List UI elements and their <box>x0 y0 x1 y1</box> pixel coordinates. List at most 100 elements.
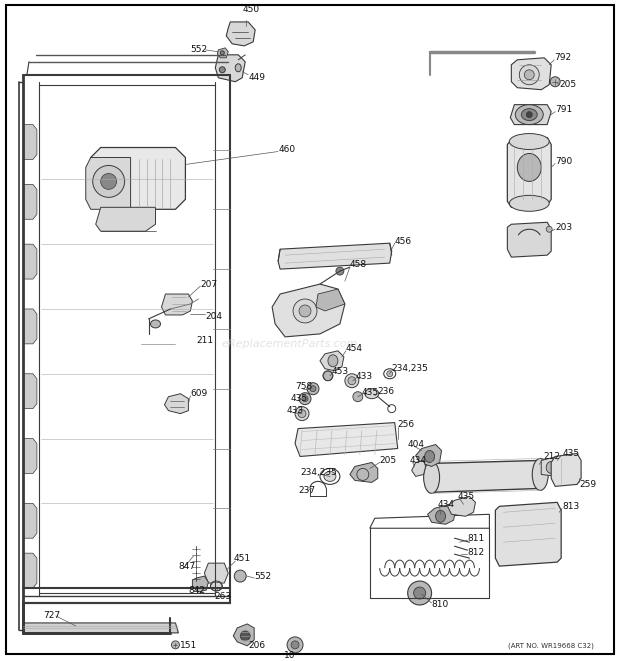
Ellipse shape <box>210 581 223 591</box>
Ellipse shape <box>510 196 549 212</box>
Text: 842: 842 <box>188 586 205 594</box>
Polygon shape <box>161 294 192 315</box>
Ellipse shape <box>299 393 311 405</box>
Text: 758: 758 <box>295 382 312 391</box>
Ellipse shape <box>345 373 359 388</box>
Polygon shape <box>95 208 156 231</box>
Text: 259: 259 <box>579 480 596 489</box>
Ellipse shape <box>387 371 392 377</box>
Ellipse shape <box>353 392 363 402</box>
Text: 791: 791 <box>555 105 572 114</box>
Text: 451: 451 <box>233 554 250 563</box>
Ellipse shape <box>414 587 425 599</box>
Text: 204: 204 <box>205 313 223 321</box>
Text: 435: 435 <box>290 394 307 403</box>
Text: 434: 434 <box>410 456 427 465</box>
Ellipse shape <box>295 407 309 420</box>
Ellipse shape <box>100 173 117 189</box>
Polygon shape <box>512 58 551 90</box>
Text: 460: 460 <box>278 145 295 154</box>
Polygon shape <box>316 289 345 311</box>
Ellipse shape <box>550 77 560 87</box>
Ellipse shape <box>172 641 179 649</box>
Polygon shape <box>24 309 37 344</box>
Text: 810: 810 <box>432 600 449 609</box>
Text: 811: 811 <box>467 533 485 543</box>
Ellipse shape <box>515 104 543 124</box>
Text: 727: 727 <box>43 611 60 621</box>
Polygon shape <box>507 222 551 257</box>
Ellipse shape <box>348 377 356 385</box>
Text: 205: 205 <box>559 80 577 89</box>
Polygon shape <box>320 351 344 371</box>
Polygon shape <box>24 124 37 159</box>
Text: 263: 263 <box>215 592 231 601</box>
Ellipse shape <box>307 383 319 395</box>
Text: 237: 237 <box>298 486 315 495</box>
Ellipse shape <box>520 65 539 85</box>
Ellipse shape <box>234 570 246 582</box>
Ellipse shape <box>219 67 225 73</box>
Ellipse shape <box>436 510 446 522</box>
Text: 435: 435 <box>562 449 579 458</box>
Text: 434: 434 <box>438 500 454 509</box>
Ellipse shape <box>240 631 250 641</box>
Text: 454: 454 <box>346 344 363 354</box>
Polygon shape <box>415 444 441 467</box>
Text: 790: 790 <box>555 157 572 166</box>
Text: 256: 256 <box>397 420 415 429</box>
Ellipse shape <box>235 64 241 72</box>
Polygon shape <box>24 244 37 279</box>
Ellipse shape <box>521 108 538 120</box>
Text: 450: 450 <box>242 5 259 15</box>
Ellipse shape <box>546 226 552 232</box>
Ellipse shape <box>328 355 338 367</box>
Polygon shape <box>24 438 37 473</box>
Ellipse shape <box>546 461 556 473</box>
Text: 404: 404 <box>408 440 425 449</box>
Text: 552: 552 <box>254 572 272 580</box>
Text: 433: 433 <box>286 406 303 415</box>
Text: 236: 236 <box>378 387 395 396</box>
Ellipse shape <box>324 471 336 481</box>
Ellipse shape <box>323 371 333 381</box>
Text: 211: 211 <box>197 336 213 345</box>
Text: 609: 609 <box>190 389 208 398</box>
Polygon shape <box>350 463 378 483</box>
Text: 458: 458 <box>350 260 367 268</box>
Polygon shape <box>217 48 228 58</box>
Text: 234,235: 234,235 <box>300 468 337 477</box>
Ellipse shape <box>365 389 379 399</box>
Ellipse shape <box>293 299 317 323</box>
Text: 792: 792 <box>554 54 571 62</box>
Polygon shape <box>24 184 37 219</box>
Polygon shape <box>412 461 425 477</box>
Ellipse shape <box>425 451 435 463</box>
Text: 456: 456 <box>395 237 412 246</box>
Polygon shape <box>24 553 37 588</box>
Ellipse shape <box>299 305 311 317</box>
Polygon shape <box>205 563 228 583</box>
Ellipse shape <box>423 461 440 493</box>
Text: 552: 552 <box>190 46 208 54</box>
Polygon shape <box>24 503 37 538</box>
Ellipse shape <box>151 320 161 328</box>
Ellipse shape <box>408 581 432 605</box>
Text: 435: 435 <box>362 388 379 397</box>
Text: 151: 151 <box>180 641 198 650</box>
Polygon shape <box>428 504 456 524</box>
Polygon shape <box>23 623 179 633</box>
Polygon shape <box>430 461 541 492</box>
Text: 433: 433 <box>356 372 373 381</box>
Polygon shape <box>164 394 188 414</box>
Text: 10: 10 <box>285 651 296 660</box>
Polygon shape <box>551 453 581 486</box>
Text: 812: 812 <box>467 548 485 557</box>
Ellipse shape <box>525 70 534 80</box>
Text: 203: 203 <box>555 223 572 232</box>
Polygon shape <box>233 624 254 646</box>
Text: 205: 205 <box>380 456 397 465</box>
Ellipse shape <box>220 51 224 55</box>
Text: 813: 813 <box>562 502 580 511</box>
Text: 453: 453 <box>332 368 349 376</box>
